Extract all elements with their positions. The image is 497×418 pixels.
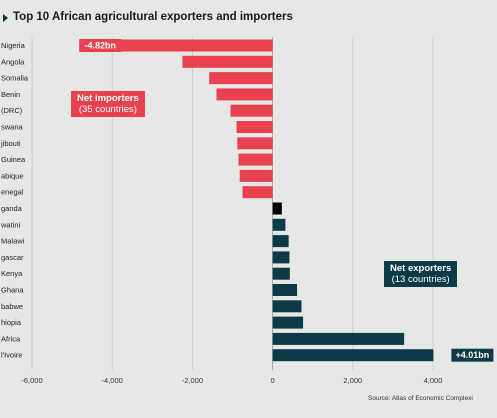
net-importers-title: Net importers	[77, 93, 139, 104]
category-labels: Nigeria Angola Somalia Benin (DRC) swana jibou…	[0, 41, 29, 360]
category-label: abique	[1, 171, 24, 180]
bar	[238, 153, 273, 166]
category-label: ganda	[1, 204, 23, 213]
bars-layer	[79, 39, 434, 362]
x-tick-label: -6,000	[21, 376, 42, 385]
net-importers-annotation: Net importers (35 countries)	[71, 91, 145, 117]
source-note: Source: Atlas of Economic Complexi	[368, 395, 473, 402]
data-label: -4.82bn	[85, 41, 117, 51]
category-label: (DRC)	[1, 106, 23, 115]
data-label-box	[79, 39, 122, 52]
category-label: gascar	[1, 253, 24, 262]
x-tick-label: 2,000	[343, 376, 362, 385]
bar	[79, 39, 273, 52]
bar	[237, 137, 273, 150]
bar	[242, 186, 273, 199]
bar	[272, 284, 298, 296]
bar	[272, 332, 405, 345]
net-importers-subtitle: (35 countries)	[78, 104, 137, 115]
category-label: babwe	[1, 302, 23, 311]
bar	[239, 169, 273, 182]
bar	[236, 121, 273, 133]
bar	[216, 88, 273, 101]
x-tick-label: -2,000	[182, 376, 203, 385]
x-tick-label: 4,000	[424, 376, 443, 385]
bar	[230, 104, 273, 117]
bar	[272, 202, 282, 215]
category-label: watini	[0, 220, 21, 229]
title-marker-icon	[3, 14, 8, 22]
net-exporters-annotation: Net exporters (13 countries)	[384, 261, 458, 287]
bar	[272, 235, 289, 248]
bar	[272, 349, 434, 362]
category-label: enegal	[1, 188, 24, 197]
category-label: Somalia	[1, 74, 29, 83]
x-tick-label: 0	[271, 376, 275, 385]
data-label: +4.01bn	[456, 350, 490, 360]
bar	[272, 218, 286, 231]
category-label: Angola	[1, 57, 25, 66]
x-axis-ticks: -6,000 -4,000 -2,000 0 2,000 4,000	[21, 376, 442, 385]
data-label-box	[451, 348, 494, 362]
category-label: swana	[1, 123, 24, 132]
data-labels: -4.82bn +4.01bn	[79, 39, 494, 362]
chart-title: Top 10 African agricultural exporters an…	[13, 11, 293, 23]
category-label: Nigeria	[1, 41, 26, 50]
category-label: jibouti	[0, 139, 21, 148]
bar	[272, 300, 302, 313]
net-exporters-subtitle: (13 countries)	[391, 274, 450, 285]
bar	[209, 72, 273, 85]
bar	[272, 316, 304, 329]
category-label: Kenya	[1, 269, 23, 278]
category-label: l'Ivoire	[1, 351, 22, 360]
category-label: Ghana	[1, 286, 24, 295]
bar	[272, 267, 290, 280]
category-label: Benin	[1, 90, 20, 99]
x-tick-label: -4,000	[102, 376, 123, 385]
grid-layer	[31, 37, 434, 370]
bar	[272, 251, 290, 264]
net-exporters-title: Net exporters	[390, 263, 452, 274]
category-label: Malawi	[1, 237, 25, 246]
bar	[182, 55, 273, 68]
category-label: Guinea	[1, 155, 26, 164]
category-label: hiopia	[1, 318, 22, 327]
category-label: Africa	[1, 334, 21, 343]
